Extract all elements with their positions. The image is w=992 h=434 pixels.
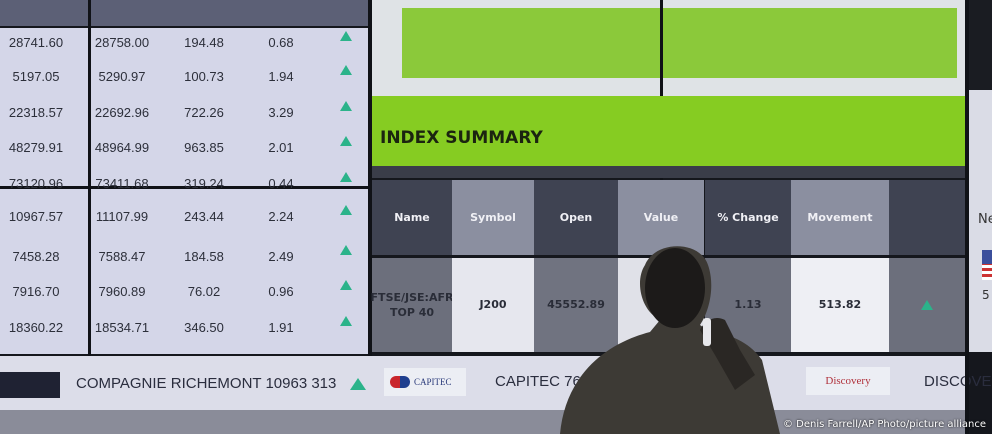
cell-prev: 18360.22	[8, 320, 64, 335]
chart-panel	[372, 0, 965, 96]
lower-panel	[0, 410, 968, 434]
cell-prev: 73120.96	[8, 176, 64, 191]
cell-pct: 2.24	[268, 209, 294, 224]
cell-current: 73411.68	[95, 176, 149, 191]
cell-pct: 1.94	[268, 69, 294, 84]
up-arrow-icon	[340, 316, 352, 326]
capitec-logo-text: CAPITEC	[414, 377, 452, 387]
column-header: Movement	[791, 180, 889, 255]
cell-prev: 10967.57	[8, 209, 64, 224]
cell-pct: 0.44	[268, 176, 294, 191]
cell-prev: 28741.60	[8, 35, 64, 50]
index-summary-banner: INDEX SUMMARY	[372, 96, 965, 166]
ticker-item: COMPAGNIE RICHEMONT 10963 313	[76, 375, 337, 392]
cell-change: 100.73	[184, 69, 224, 84]
cell-pct: 3.29	[268, 105, 294, 120]
index-summary-title: INDEX SUMMARY	[380, 128, 543, 148]
up-arrow-icon	[340, 172, 352, 182]
cell-pct: 2.01	[268, 140, 294, 155]
right-panel-label: Ne	[978, 212, 992, 227]
up-arrow-icon	[340, 136, 352, 146]
photo-credit: © Denis Farrell/AP Photo/picture allianc…	[782, 419, 986, 430]
cell-open: 45552.89	[534, 258, 618, 352]
column-header	[889, 180, 965, 255]
cell-movement: 513.82	[791, 258, 889, 352]
cell-change: 963.85	[184, 140, 224, 155]
up-arrow-icon	[340, 101, 352, 111]
up-arrow-icon	[340, 245, 352, 255]
up-arrow-icon	[350, 378, 366, 390]
up-arrow-icon	[340, 31, 352, 41]
cell-prev: 7458.28	[12, 249, 60, 264]
cell-prev: 7916.70	[12, 284, 60, 299]
cell-change: 346.50	[184, 320, 224, 335]
cell-change: 76.02	[187, 284, 221, 299]
left-table-header-area	[0, 0, 370, 26]
up-arrow-icon	[340, 280, 352, 290]
right-panel-value: 5	[982, 288, 990, 302]
capitec-logo: CAPITEC	[384, 368, 466, 396]
cell-change: 319.24	[184, 176, 224, 191]
ticker-item: CAPITEC 76	[495, 373, 581, 390]
column-header: Value	[618, 180, 704, 255]
cell-pct: 1.91	[268, 320, 294, 335]
column-header: % Change	[705, 180, 791, 255]
cell-current: 22692.96	[94, 105, 150, 120]
bezel	[368, 0, 372, 434]
cell-name: FTSE/JSE:AFR TOP 40	[371, 258, 453, 352]
capitec-mark-icon	[390, 376, 410, 388]
cell-prev: 22318.57	[8, 105, 64, 120]
column-header: Name	[372, 180, 452, 255]
left-table	[0, 28, 370, 354]
cell-change: 722.26	[184, 105, 224, 120]
cell-pct: 2.49	[268, 249, 294, 264]
cell-prev: 48279.91	[8, 140, 64, 155]
cell-pct: 0.68	[268, 35, 294, 50]
bezel	[965, 0, 969, 434]
spacer	[372, 166, 965, 178]
column-header: Open	[534, 180, 618, 255]
cell-change: 184.58	[184, 249, 224, 264]
bezel	[0, 186, 370, 189]
person-silhouette	[560, 246, 780, 434]
discovery-logo: Discovery	[806, 367, 890, 395]
cell-current: 11107.99	[95, 209, 149, 224]
bezel	[88, 0, 91, 434]
column-header: Symbol	[452, 180, 534, 255]
cell-current: 28758.00	[94, 35, 150, 50]
up-arrow-icon	[340, 205, 352, 215]
ticker-item: DISCOVER	[924, 373, 992, 390]
us-flag-icon	[982, 250, 992, 280]
movement-direction	[889, 258, 965, 352]
up-arrow-icon	[921, 300, 933, 310]
cell-current: 48964.99	[94, 140, 150, 155]
cell-current: 7960.89	[98, 284, 146, 299]
richemont-logo	[0, 372, 60, 398]
right-panel	[969, 90, 992, 352]
up-arrow-icon	[340, 65, 352, 75]
cell-prev: 5197.05	[12, 69, 60, 84]
cell-pct: 0.96	[268, 284, 294, 299]
cell-current: 7588.47	[98, 249, 146, 264]
cell-symbol: J200	[452, 258, 534, 352]
cell-change: 194.48	[184, 35, 224, 50]
right-panel-top	[969, 0, 992, 90]
cell-current: 5290.97	[98, 69, 146, 84]
cell-current: 18534.71	[94, 320, 150, 335]
chart-area	[402, 8, 957, 78]
cell-change: 243.44	[184, 209, 224, 224]
